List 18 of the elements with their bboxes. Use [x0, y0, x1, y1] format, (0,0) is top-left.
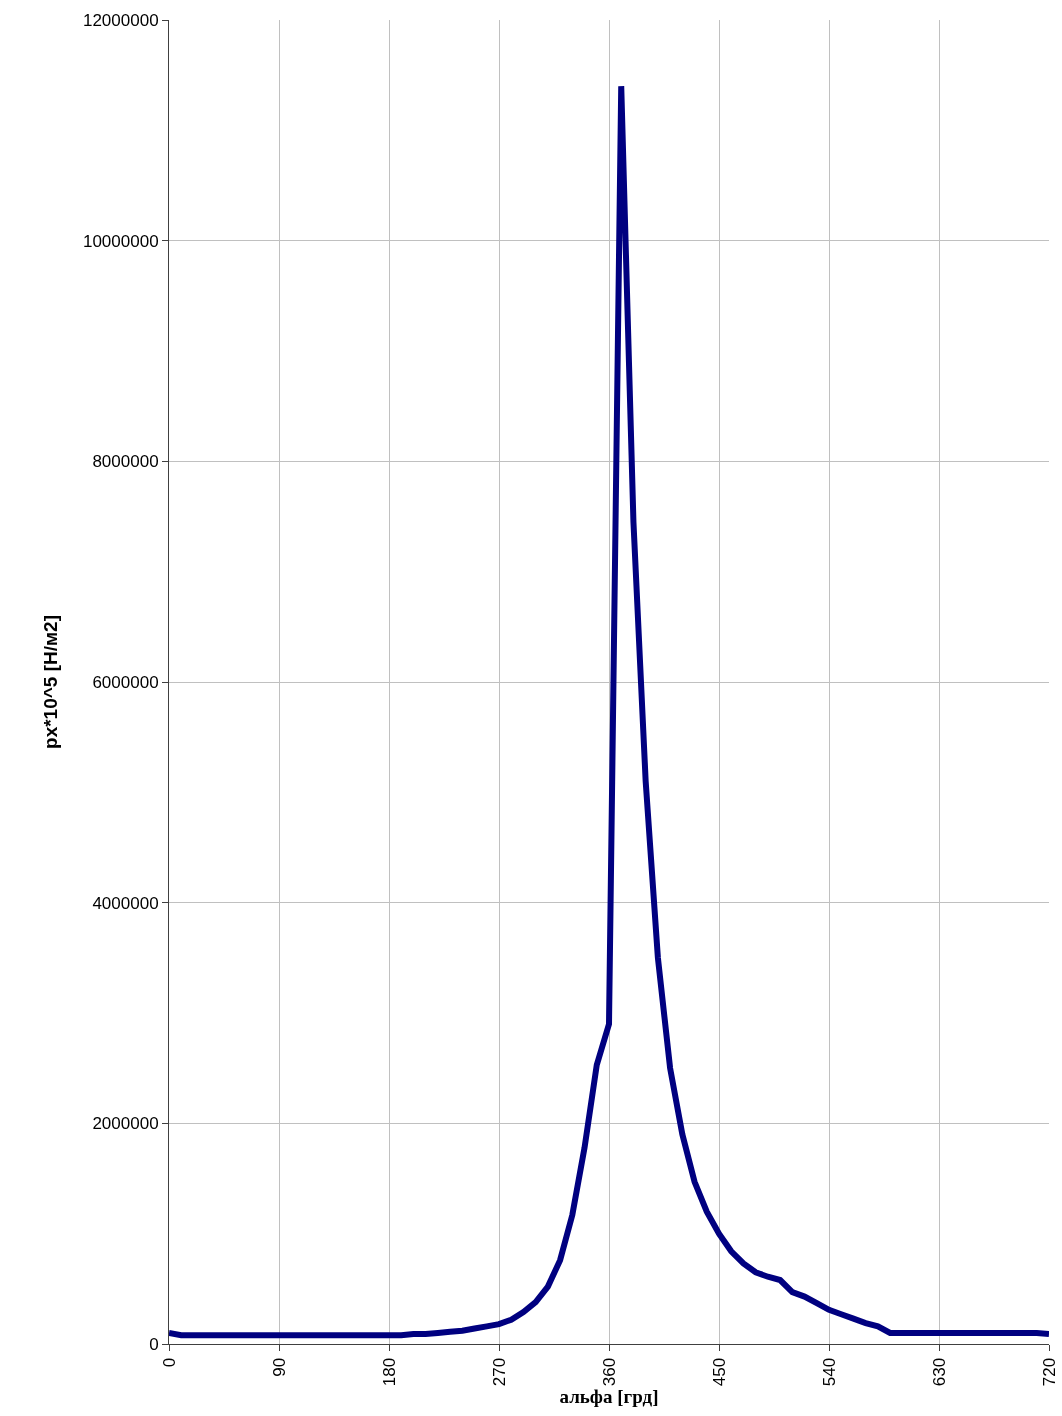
x-tick-label: 540: [819, 1357, 839, 1387]
x-tick-label: 630: [929, 1357, 949, 1387]
y-tick-label: 8000000: [92, 452, 159, 472]
x-tick-label: 270: [489, 1357, 509, 1387]
x-tick-label: 720: [1039, 1357, 1059, 1387]
y-tick-label: 0: [149, 1334, 159, 1354]
x-tick-label: 450: [709, 1357, 729, 1387]
x-tick-label: 90: [269, 1357, 289, 1377]
y-tick-label: 12000000: [82, 10, 159, 30]
y-tick-label: 10000000: [82, 231, 159, 251]
y-tick-label: 4000000: [92, 893, 159, 913]
y-tick-label: 6000000: [92, 672, 159, 692]
x-tick-label: 180: [379, 1357, 399, 1387]
y-tick-label: 2000000: [92, 1114, 159, 1134]
y-axis-title: px*10^5 [Н/м2]: [39, 615, 61, 749]
x-tick-label: 0: [159, 1357, 179, 1368]
x-axis-title: альфа [грд]: [559, 1386, 659, 1408]
x-tick-label: 360: [599, 1357, 619, 1387]
